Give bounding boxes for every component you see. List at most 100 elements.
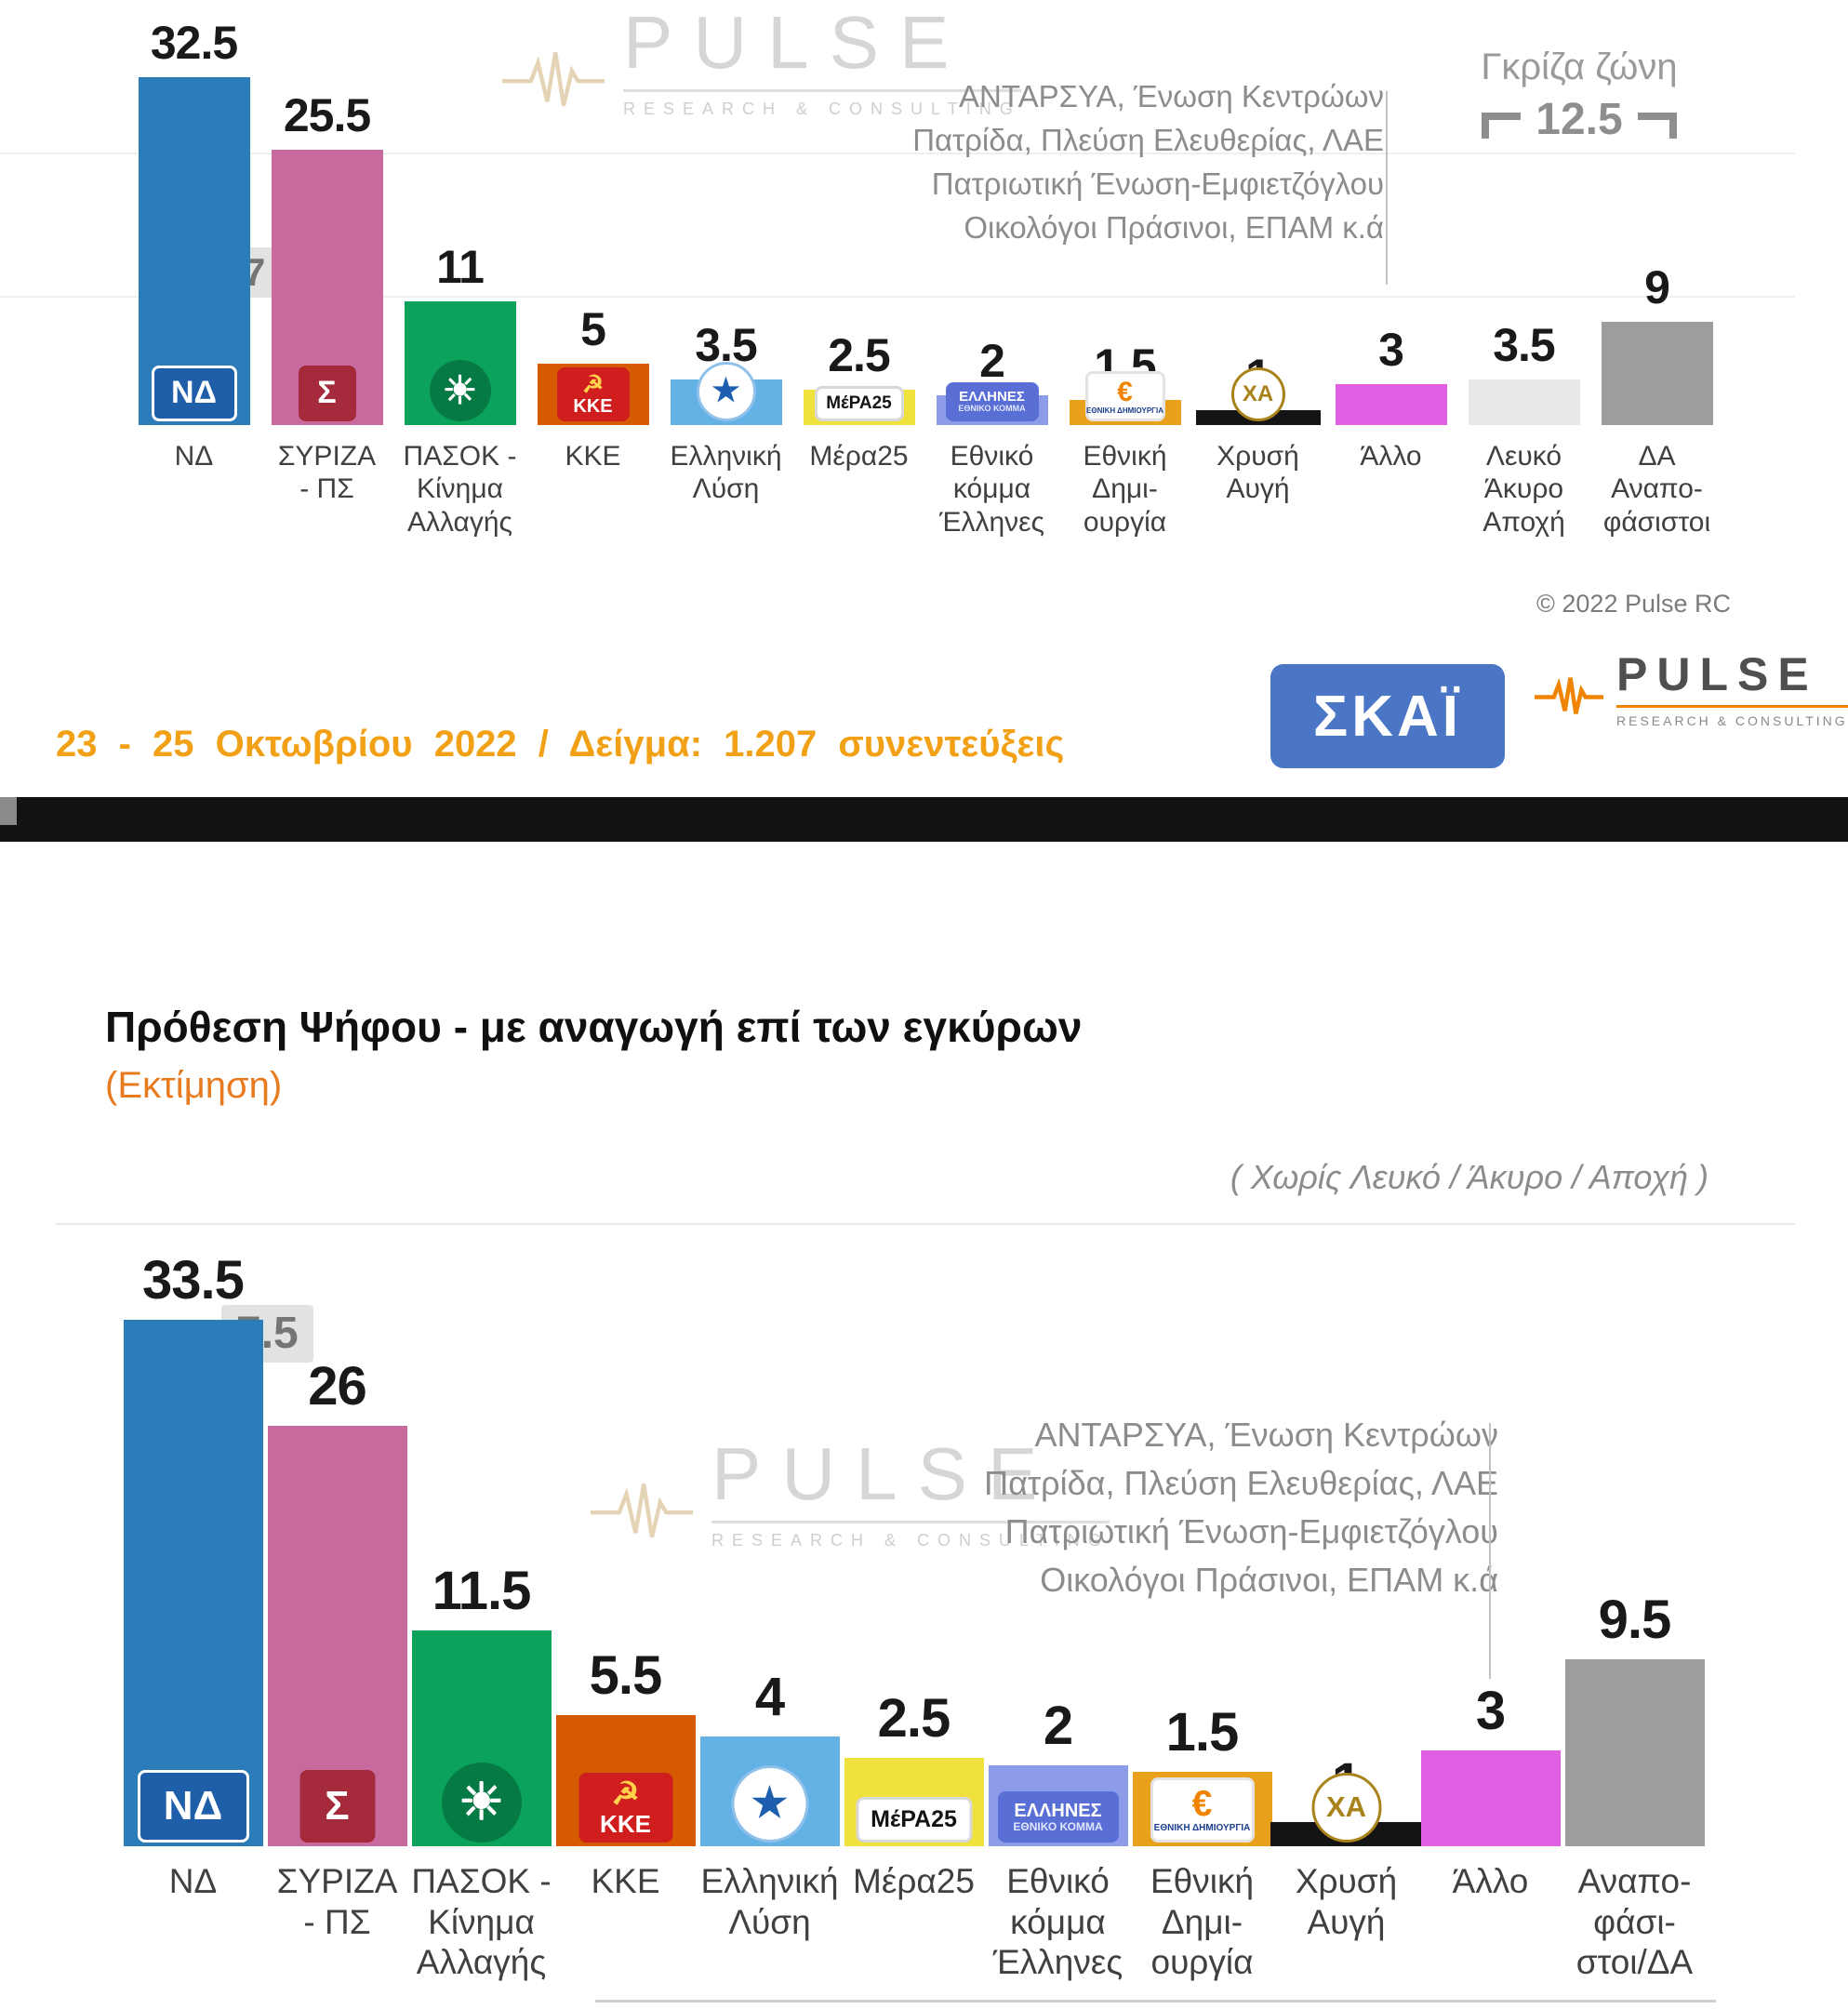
bar-column-chrysi-avgi: 1ΧΑΧρυσή Αυγή: [1270, 842, 1423, 1942]
bar-column-nd: 33.5 ΝΔ ΝΔ: [121, 842, 265, 1902]
bar-column-anapofasistoi-da: 9.5 Αναπο- φάσι- στοι/ΔΑ: [1562, 842, 1707, 1983]
category-label-ellines: Εθνικό κόμμα Έλληνες: [938, 441, 1045, 538]
value-label-ellines: 2: [979, 334, 1005, 387]
annotation-line-1: ΑΝΤΑΡΣΥΑ, Ένωση Κεντρώων: [1034, 1416, 1498, 1454]
annotation-connector-line: [1386, 91, 1388, 285]
bar-pasok: ☀: [404, 301, 516, 425]
value-label-mera25: 2.5: [877, 1688, 951, 1750]
ethniki-dimiourgia-logo: € ΕΘΝΙΚΗ ΔΗΜΙΟΥΡΓΙΑ: [1084, 371, 1165, 421]
gray-zone-indicator: Γκρίζα ζώνη 12.5: [1462, 47, 1696, 142]
bar-nd: ΝΔ: [123, 1320, 263, 1846]
annotation-line-2: Πατρίδα, Πλεύση Ελευθερίας, ΛΑΕ: [912, 123, 1384, 157]
nd-logo: ΝΔ: [151, 366, 237, 421]
bar-column-nd: 32.5 ΝΔ ΝΔ: [127, 0, 260, 472]
bar-column-ethniki-dimiourgia: 1.5 € ΕΘΝΙΚΗ ΔΗΜΙΟΥΡΓΙΑ Εθνική Δημι- ουργία: [1058, 0, 1191, 539]
annotation-line-4: Οικολόγοι Πράσινοι, ΕΠΑΜ κ.ά: [964, 210, 1384, 245]
bar-column-ethniki-dimiourgia: 1.5 € ΕΘΝΙΚΗ ΔΗΜΙΟΥΡΓΙΑ Εθνική Δημι- ουργία: [1130, 842, 1274, 1983]
chart-voting-intention-valid-votes: Πρόθεση Ψήφου - με αναγωγή επί των εγκύρ…: [0, 842, 1848, 2009]
annotation-line-2: Πατρίδα, Πλεύση Ελευθερίας, ΛΑΕ: [984, 1464, 1498, 1502]
mera25-logo: ΜέΡΑ25: [814, 386, 904, 421]
category-label-mera25: Μέρα25: [853, 1862, 975, 1900]
bar-allo: [1420, 1750, 1561, 1846]
section-divider: [0, 797, 1848, 842]
bar-column-pasok: 11.5 ☀ ΠΑΣΟΚ - Κίνημα Αλλαγής: [409, 842, 553, 1983]
pulse-watermark-subtext: RESEARCH & CONSULTING: [711, 1521, 1110, 1550]
syriza-logo: Σ: [298, 366, 356, 421]
pulse-wave-icon: [591, 1483, 693, 1538]
value-label-elliniki-lysi: 4: [754, 1667, 785, 1728]
chrysi-avgi-logo: ΧΑ: [1311, 1773, 1381, 1843]
bar-syriza-ps: Σ: [267, 1426, 407, 1846]
pulse-logo-subtext: RESEARCH & CONSULTING: [1616, 705, 1848, 728]
category-label-chrysi-avgi: Χρυσή Αυγή: [1216, 441, 1299, 505]
category-label-chrysi-avgi: Χρυσή Αυγή: [1295, 1862, 1398, 1941]
bar-allo: [1335, 384, 1447, 425]
bar-pasok: ☀: [411, 1630, 552, 1846]
pulse-watermark-text: PULSE: [711, 1432, 1058, 1515]
ellines-logo: ΕΛΛΗΝΕΣ ΕΘΝΙΚΟ ΚΟΜΜΑ: [945, 382, 1039, 421]
value-label-pasok: 11.5: [432, 1561, 532, 1622]
category-label-lefko-akyro-apochi: Λευκό Άκυρο Αποχή: [1482, 441, 1565, 538]
value-label-da-anapofasistoi: 9: [1644, 260, 1670, 313]
value-label-nd: 32.5: [150, 16, 238, 69]
annotation-line-3: Πατριωτική Ένωση-Εμφιετζόγλου: [1004, 1512, 1498, 1550]
chart-subtitle: (Εκτίμηση): [105, 1065, 283, 1106]
bar-da-anapofasistoi: [1601, 322, 1713, 425]
kke-logo: ☭ ΚΚΕ: [578, 1773, 672, 1843]
bar-column-kke: 5.5 ☭ ΚΚΕ ΚΚΕ: [553, 842, 698, 1902]
bar-column-kke: 5 ☭ ΚΚΕ ΚΚΕ: [526, 0, 659, 472]
bar-column-allo: 3 Άλλο: [1418, 842, 1562, 1902]
divider-notch: [0, 797, 17, 825]
bracket-right-icon: [1637, 113, 1677, 139]
small-parties-annotation: ΑΝΤΑΡΣΥΑ, Ένωση Κεντρώων Πατρίδα, Πλεύση…: [912, 74, 1384, 249]
category-label-elliniki-lysi: Ελληνική Λύση: [700, 1862, 839, 1941]
mera25-logo: ΜέΡΑ25: [856, 1797, 972, 1843]
bars-area: 33.5 ΝΔ ΝΔ 26 Σ ΣΥΡΙΖΑ - ΠΣ 11.5 ☀ ΠΑΣΟΚ - Κίνημ…: [121, 842, 1707, 1983]
pulse-watermark: PULSE RESEARCH & CONSULTING: [591, 1437, 1110, 1550]
bar-column-syriza-ps: 25.5 Σ ΣΥΡΙΖΑ - ΠΣ: [260, 0, 393, 506]
skai-logo: ΣΚΑΪ: [1270, 664, 1505, 768]
category-label-kke: ΚΚΕ: [565, 441, 621, 472]
bar-column-lefko-akyro-apochi: 3.5 Λευκό Άκυρο Αποχή: [1457, 0, 1590, 539]
pulse-wave-icon: [502, 52, 605, 107]
gray-zone-value: 12.5: [1536, 95, 1623, 144]
value-label-anapofasistoi-da: 9.5: [1598, 1590, 1672, 1651]
bar-kke: ☭ ΚΚΕ: [537, 364, 649, 425]
bar-chrysi-avgi: ΧΑ: [1270, 1773, 1423, 1846]
value-label-kke: 5.5: [589, 1645, 663, 1707]
pulse-logo-text: PULSE: [1616, 648, 1818, 700]
bar-lefko-akyro-apochi: [1468, 379, 1580, 425]
category-label-pasok: ΠΑΣΟΚ - Κίνημα Αλλαγής: [411, 1862, 552, 1982]
bar-column-syriza-ps: 26 Σ ΣΥΡΙΖΑ - ΠΣ: [265, 842, 409, 1942]
pulse-watermark: PULSE RESEARCH & CONSULTING: [502, 6, 1021, 119]
chart-note: ( Χωρίς Λευκό / Άκυρο / Αποχή ): [1230, 1158, 1708, 1196]
fieldwork-dates: 23 - 25 Οκτωβρίου 2022 / Δείγμα: 1.207 σ…: [56, 724, 1065, 765]
pulse-wave-icon: [1535, 677, 1603, 714]
chart-title: Πρόθεση Ψήφου - με αναγωγή επί των εγκύρ…: [105, 1003, 1083, 1051]
value-label-lefko-akyro-apochi: 3.5: [1493, 318, 1556, 371]
bar-column-mera25: 2.5 ΜέΡΑ25 Μέρα25: [842, 842, 986, 1902]
pulse-watermark-subtext: RESEARCH & CONSULTING: [623, 89, 1021, 119]
category-label-nd: ΝΔ: [168, 1862, 218, 1900]
value-label-pasok: 11: [436, 240, 485, 293]
bar-column-pasok: 11 ☀ ΠΑΣΟΚ - Κίνημα Αλλαγής: [393, 0, 526, 539]
bracket-left-icon: [1482, 113, 1522, 139]
gridline: [0, 153, 1795, 154]
annotation-line-1: ΑΝΤΑΡΣΥΑ, Ένωση Κεντρώων: [959, 79, 1384, 113]
elliniki-lysi-logo: ★: [696, 362, 756, 421]
category-label-ellines: Εθνικό κόμμα Έλληνες: [992, 1862, 1123, 1982]
bar-ethniki-dimiourgia: € ΕΘΝΙΚΗ ΔΗΜΙΟΥΡΓΙΑ: [1132, 1772, 1272, 1846]
nd-logo: ΝΔ: [137, 1770, 249, 1843]
bar-column-mera25: 2.5 ΜέΡΑ25 Μέρα25: [792, 0, 925, 472]
value-label-ethniki-dimiourgia: 1.5: [1165, 1702, 1240, 1763]
category-label-elliniki-lysi: Ελληνική Λύση: [670, 441, 782, 505]
copyright: © 2022 Pulse RC: [1536, 590, 1731, 618]
bar-kke: ☭ ΚΚΕ: [555, 1715, 696, 1846]
bar-nd: ΝΔ: [138, 77, 250, 425]
annotation-line-3: Πατριωτική Ένωση-Εμφιετζόγλου: [931, 166, 1384, 201]
value-label-syriza-ps: 25.5: [283, 88, 371, 141]
bar-mera25: ΜέΡΑ25: [803, 386, 915, 425]
syriza-logo: Σ: [299, 1770, 375, 1843]
category-label-mera25: Μέρα25: [809, 441, 909, 472]
